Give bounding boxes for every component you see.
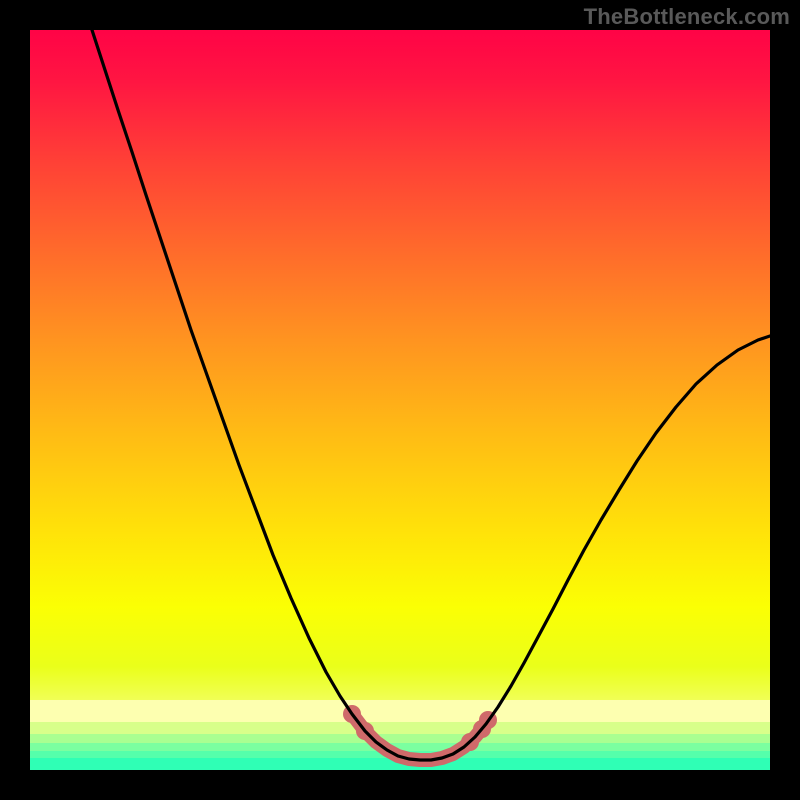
- gradient-background: [30, 30, 770, 770]
- watermark-text: TheBottleneck.com: [584, 4, 790, 30]
- chart-svg: [30, 30, 770, 770]
- plot-area: [30, 30, 770, 770]
- chart-frame: TheBottleneck.com: [0, 0, 800, 800]
